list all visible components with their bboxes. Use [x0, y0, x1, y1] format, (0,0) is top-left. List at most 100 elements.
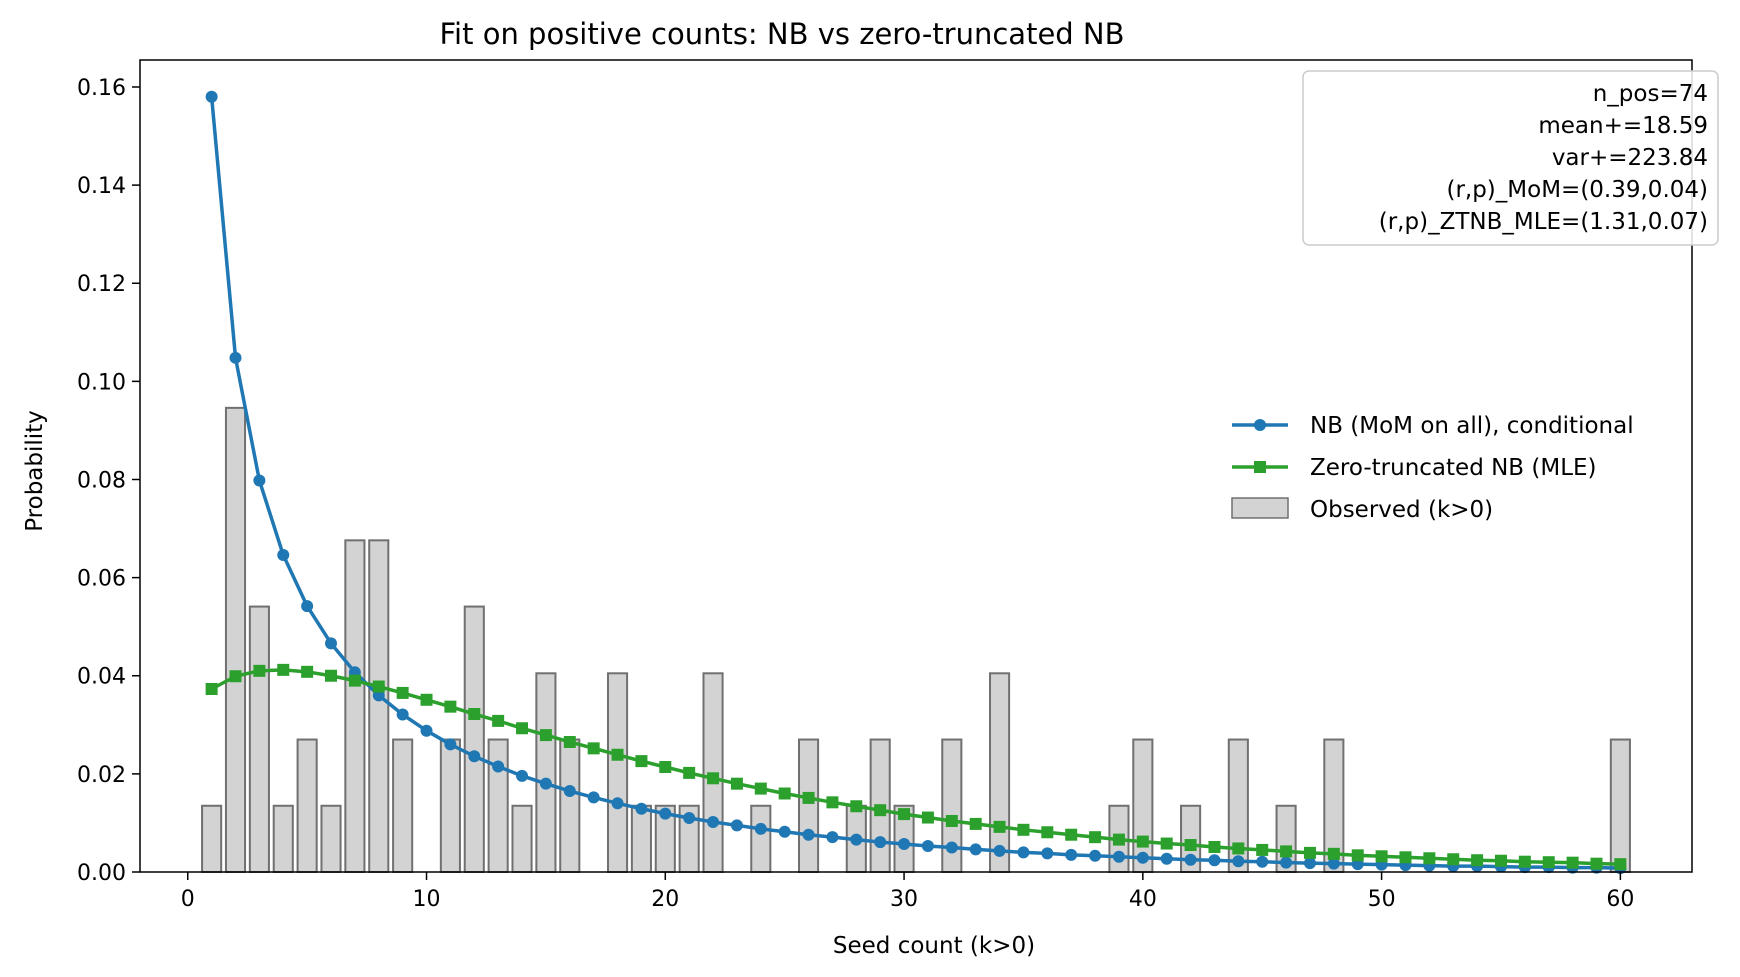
chart-title: Fit on positive counts: NB vs zero-trunc…: [439, 17, 1124, 51]
ztnb-point: [1423, 852, 1436, 865]
observed-bar: [248, 605, 270, 873]
nb-point: [659, 807, 672, 820]
nb-point: [1089, 849, 1102, 862]
nb-point: [969, 843, 982, 856]
ztnb-point: [301, 665, 314, 678]
ztnb-point: [492, 714, 505, 727]
nb-point: [850, 833, 863, 846]
ztnb-point: [1017, 823, 1030, 836]
annotation-line: (r,p)_MoM=(0.39,0.04): [1446, 177, 1708, 203]
observed-bar: [439, 738, 461, 873]
ztnb-point: [635, 755, 648, 768]
ztnb-point: [1280, 845, 1293, 858]
ztnb-point: [1447, 853, 1460, 866]
ztnb-point: [516, 722, 529, 735]
x-tick-label: 30: [890, 887, 918, 912]
ztnb-point: [1327, 847, 1340, 860]
ztnb-point: [1494, 854, 1507, 867]
ztnb-point: [683, 766, 696, 779]
y-tick-label: 0.02: [77, 763, 126, 788]
y-tick-label: 0.00: [77, 861, 126, 886]
nb-point: [945, 841, 958, 854]
ztnb-point: [1232, 842, 1245, 855]
observed-bar: [344, 539, 366, 873]
nb-point: [1160, 852, 1173, 865]
ztnb-point: [277, 663, 290, 676]
nb-point: [325, 637, 338, 650]
ztnb-point: [253, 664, 266, 677]
legend-nb-marker: [1254, 419, 1266, 431]
ztnb-point: [1089, 831, 1102, 844]
x-tick-label: 40: [1129, 887, 1157, 912]
nb-point: [1208, 854, 1221, 867]
ztnb-point: [587, 742, 600, 755]
annotation-line: var+=223.84: [1552, 145, 1708, 171]
nb-point: [611, 797, 624, 810]
ztnb-point: [707, 772, 720, 785]
ztnb-point: [563, 735, 576, 748]
nb-point: [993, 844, 1006, 857]
ztnb-point: [730, 777, 743, 790]
ztnb-point: [898, 808, 911, 821]
x-tick-label: 0: [181, 887, 195, 912]
ztnb-point: [348, 674, 361, 687]
ztnb-point: [444, 700, 457, 713]
ztnb-point: [778, 787, 791, 800]
observed-bar: [368, 539, 390, 873]
x-axis: 0 10 20 30 40 50 60: [181, 872, 1634, 912]
annotation-line: mean+=18.59: [1538, 113, 1708, 139]
y-axis: 0.00 0.02 0.04 0.06 0.08 0.10 0.12 0.14 0.16: [77, 76, 140, 886]
nb-point: [635, 802, 648, 815]
stats-annotation: n_pos=74 mean+=18.59 var+=223.84 (r,p)_M…: [1302, 70, 1719, 246]
legend-entry-ztnb: Zero-truncated NB (MLE): [1232, 455, 1597, 481]
nb-point: [1303, 857, 1316, 870]
ztnb-point: [1351, 849, 1364, 862]
nb-point: [921, 839, 934, 852]
nb-point: [1327, 857, 1340, 870]
legend-ztnb-label: Zero-truncated NB (MLE): [1310, 455, 1597, 481]
ztnb-point: [802, 791, 815, 804]
nb-point: [1232, 855, 1245, 868]
nb-point: [1041, 847, 1054, 860]
nb-point: [444, 738, 457, 751]
nb-point: [253, 474, 266, 487]
ztnb-point: [1471, 854, 1484, 867]
legend: NB (MoM on all), conditional Zero-trunca…: [1231, 413, 1634, 523]
observed-bar: [296, 738, 318, 873]
ztnb-point: [945, 814, 958, 827]
observed-bar: [272, 804, 294, 873]
ztnb-point: [826, 796, 839, 809]
nb-point: [898, 838, 911, 851]
nb-point: [1136, 851, 1149, 864]
nb-point: [802, 828, 815, 841]
nb-point: [492, 760, 505, 773]
observed-bar: [989, 672, 1011, 873]
nb-point: [205, 90, 218, 103]
ztnb-point: [1303, 846, 1316, 859]
ztnb-point: [1590, 857, 1603, 870]
x-tick-label: 20: [651, 887, 679, 912]
observed-bar: [224, 406, 247, 873]
ztnb-point: [396, 686, 409, 699]
x-tick-label: 50: [1368, 887, 1396, 912]
ztnb-point: [874, 804, 887, 817]
nb-point: [468, 750, 481, 763]
nb-point: [516, 769, 529, 782]
nb-point: [396, 708, 409, 721]
ztnb-point: [1399, 851, 1412, 864]
nb-point: [420, 724, 433, 737]
ztnb-point: [468, 708, 481, 721]
observed-bar: [1609, 738, 1631, 873]
y-tick-label: 0.04: [77, 665, 126, 690]
observed-bar: [798, 738, 820, 873]
ztnb-point: [1256, 843, 1269, 856]
ztnb-point: [1136, 835, 1149, 848]
legend-entry-observed: Observed (k>0): [1231, 497, 1493, 523]
x-tick-label: 10: [413, 887, 441, 912]
ztnb-point: [611, 748, 624, 761]
annotation-line: (r,p)_ZTNB_MLE=(1.31,0.07): [1379, 209, 1708, 235]
observed-bar: [511, 804, 533, 873]
ztnb-point: [229, 670, 242, 683]
nb-point: [301, 600, 314, 613]
ztnb-point: [754, 782, 767, 795]
